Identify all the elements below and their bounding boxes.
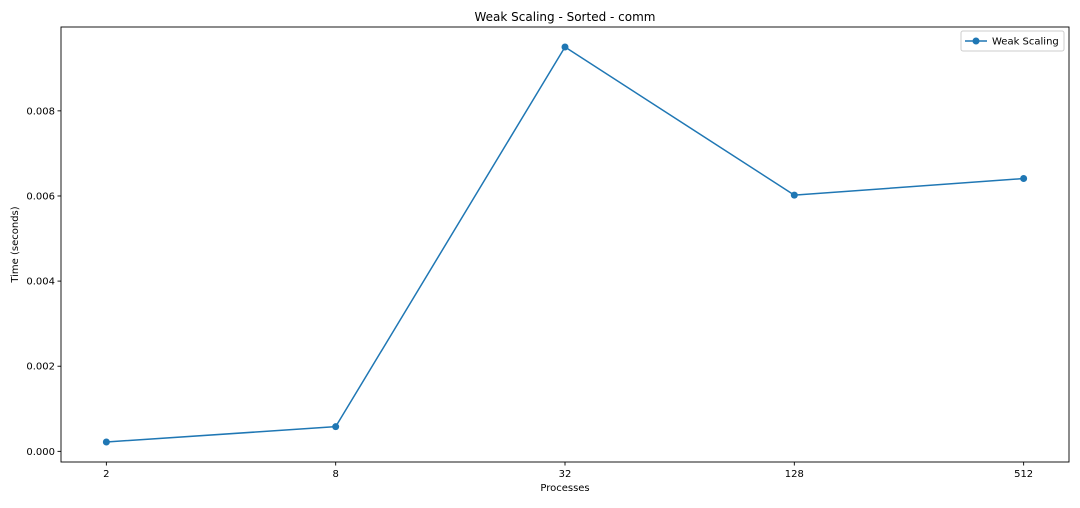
- x-tick-label: 8: [332, 469, 338, 480]
- y-tick-label: 0.000: [26, 447, 55, 458]
- x-axis-label: Processes: [540, 483, 589, 494]
- y-axis-label: Time (seconds): [10, 206, 21, 283]
- chart-title: Weak Scaling - Sorted - comm: [475, 10, 656, 24]
- series-line: [106, 46, 1024, 443]
- y-tick-label: 0.006: [26, 191, 55, 202]
- y-tick-label: 0.008: [26, 106, 55, 117]
- data-point: [561, 43, 569, 51]
- series-layer: [102, 43, 1028, 446]
- data-point: [1020, 175, 1028, 183]
- data-point: [790, 191, 798, 199]
- y-tick-label: 0.002: [26, 362, 55, 373]
- x-tick-label: 128: [785, 469, 804, 480]
- legend-box: [960, 30, 1065, 52]
- plot-area-frame: [60, 26, 1070, 463]
- legend-marker-icon: [972, 37, 980, 45]
- data-point: [332, 423, 340, 431]
- legend-label: Weak Scaling: [992, 37, 1059, 48]
- x-tick-label: 32: [559, 469, 572, 480]
- data-point: [102, 438, 110, 446]
- y-axis-ticks: 0.000 0.002 0.004 0.006 0.008: [26, 106, 61, 458]
- x-axis-ticks: 2 8 32 128 512: [103, 462, 1033, 480]
- legend: Weak Scaling: [960, 30, 1065, 52]
- x-tick-label: 512: [1014, 469, 1033, 480]
- x-tick-label: 2: [103, 469, 109, 480]
- y-tick-label: 0.004: [26, 277, 55, 288]
